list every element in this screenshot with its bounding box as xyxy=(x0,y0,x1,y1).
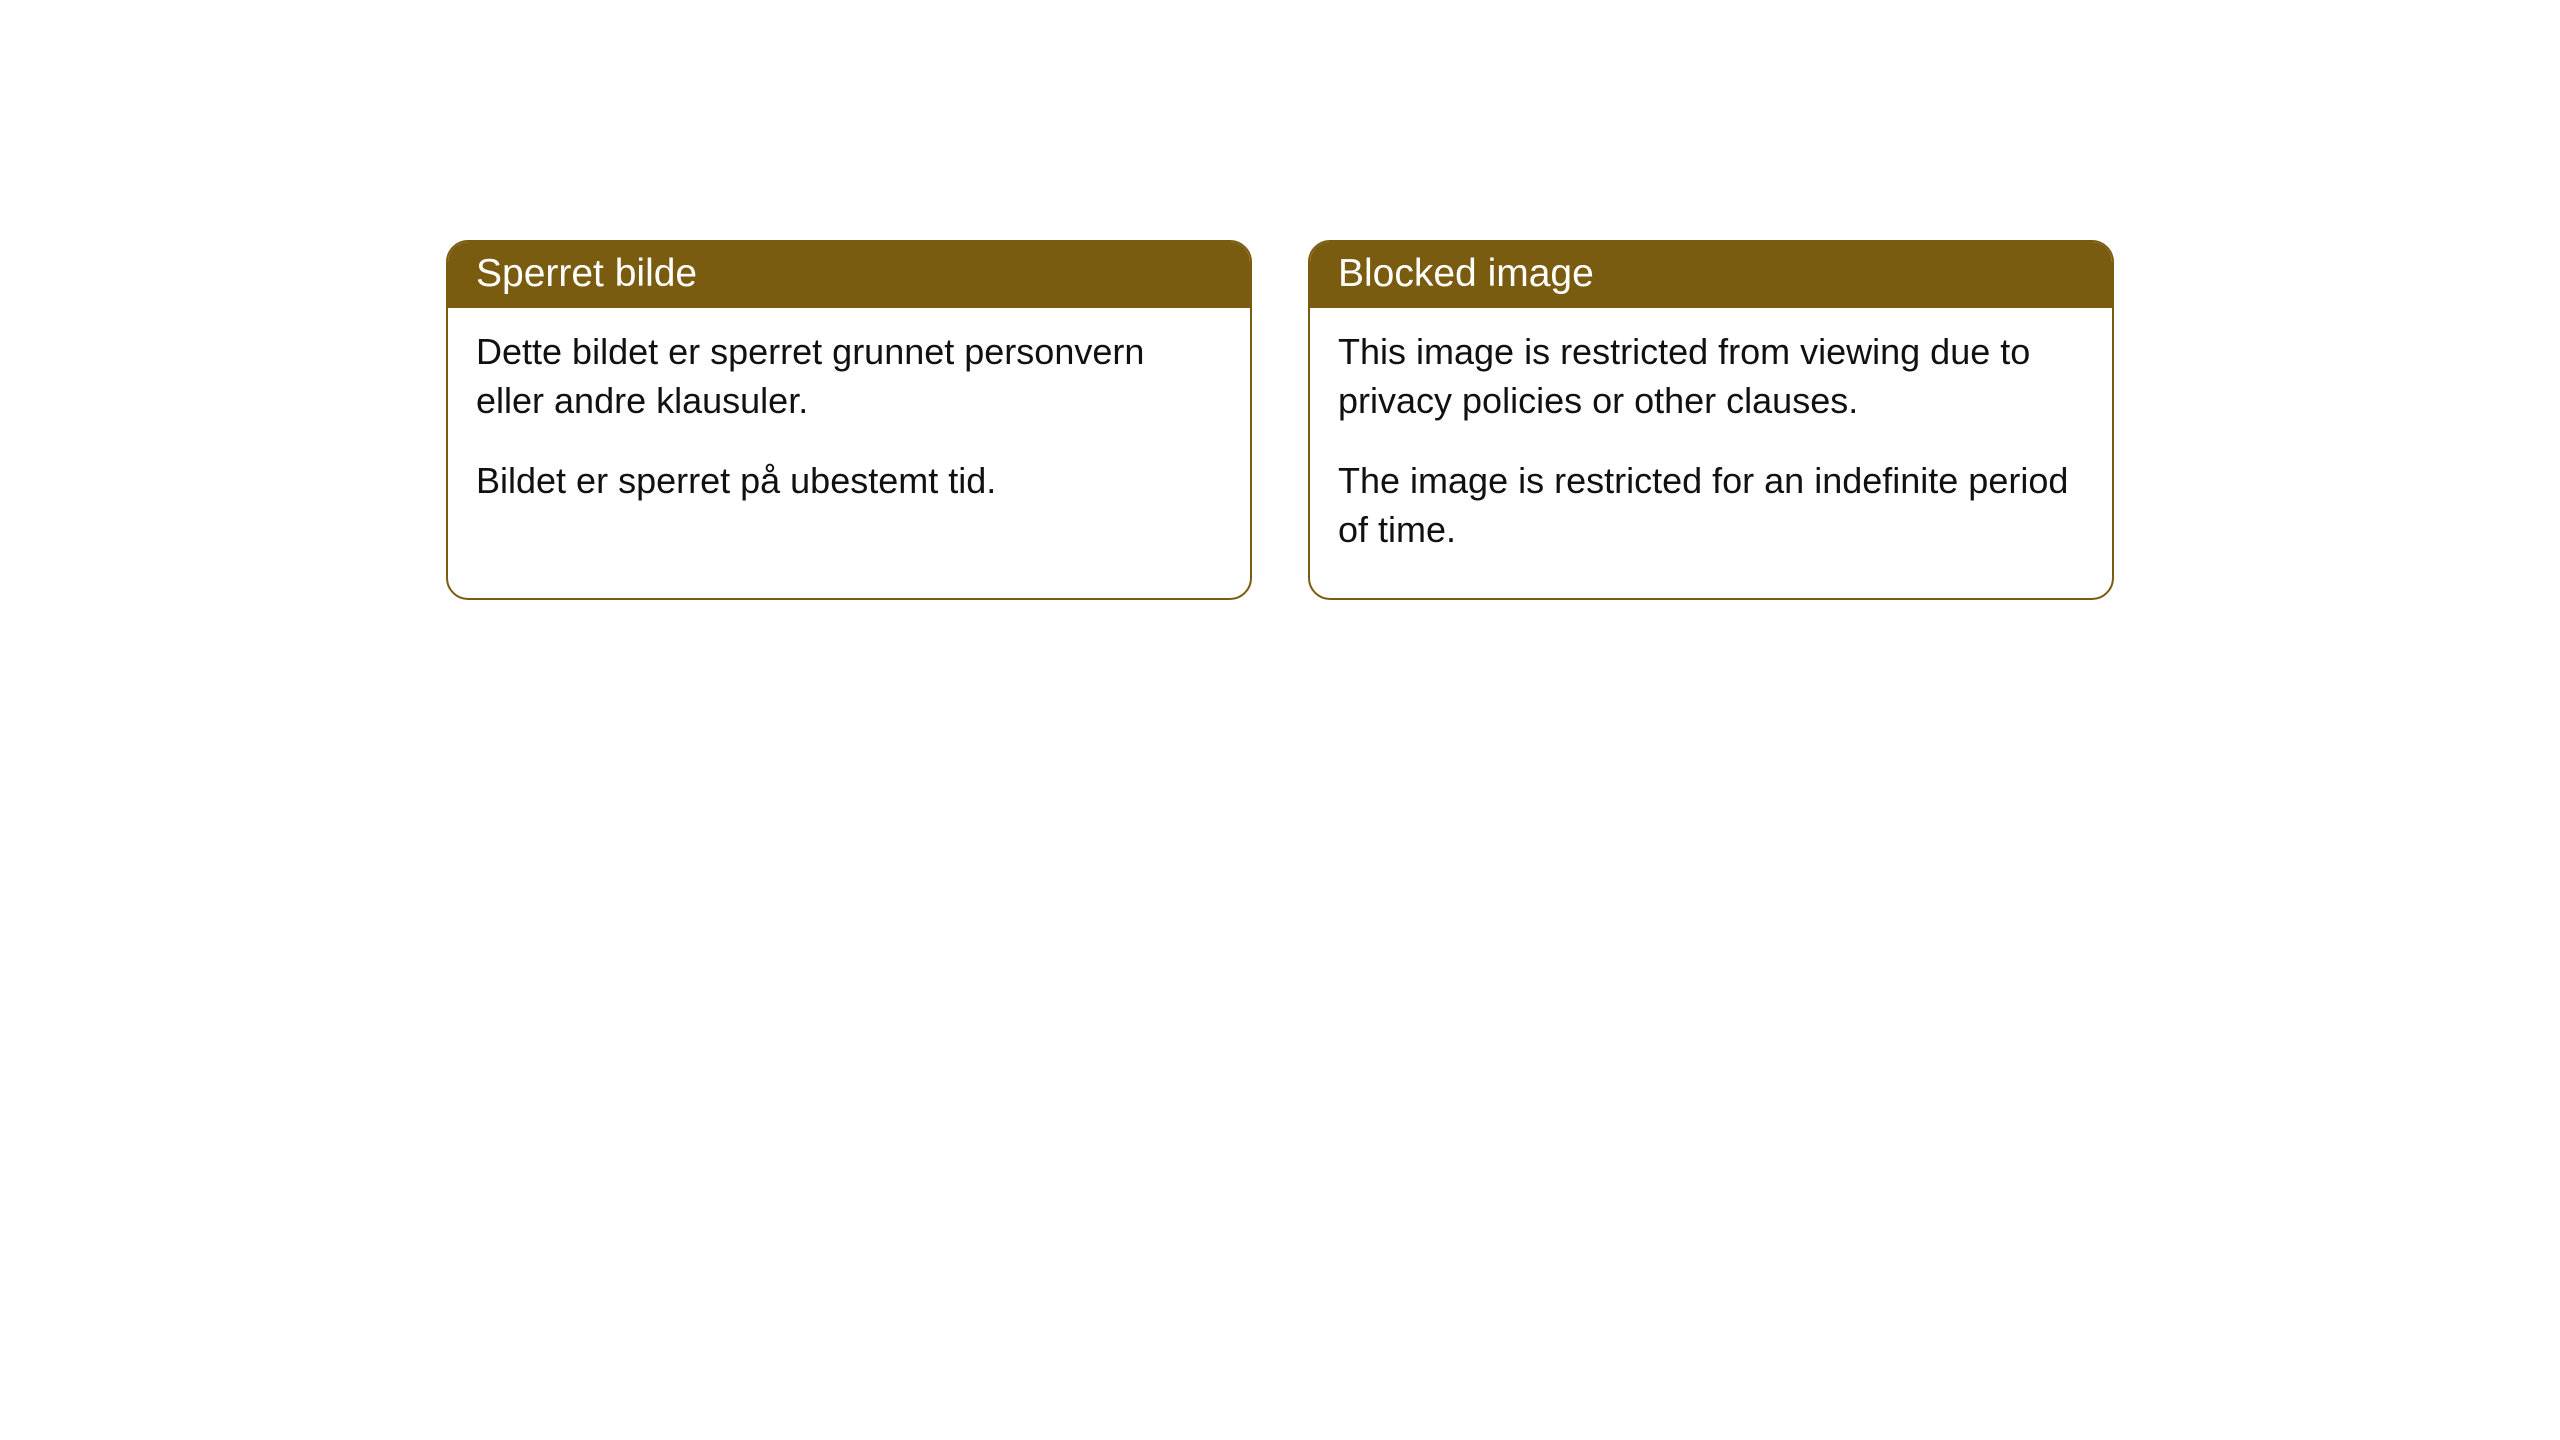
card-title: Blocked image xyxy=(1338,252,1594,295)
blocked-image-card-no: Sperret bilde Dette bildet er sperret gr… xyxy=(446,240,1252,600)
card-body: Dette bildet er sperret grunnet personve… xyxy=(448,308,1250,550)
notice-cards-container: Sperret bilde Dette bildet er sperret gr… xyxy=(0,240,2560,600)
card-header: Sperret bilde xyxy=(448,242,1250,308)
card-paragraph: This image is restricted from viewing du… xyxy=(1338,328,2084,425)
blocked-image-card-en: Blocked image This image is restricted f… xyxy=(1308,240,2114,600)
card-header: Blocked image xyxy=(1310,242,2112,308)
card-title: Sperret bilde xyxy=(476,252,697,295)
card-paragraph: Dette bildet er sperret grunnet personve… xyxy=(476,328,1222,425)
card-paragraph: Bildet er sperret på ubestemt tid. xyxy=(476,457,1222,506)
card-body: This image is restricted from viewing du… xyxy=(1310,308,2112,598)
card-paragraph: The image is restricted for an indefinit… xyxy=(1338,457,2084,554)
